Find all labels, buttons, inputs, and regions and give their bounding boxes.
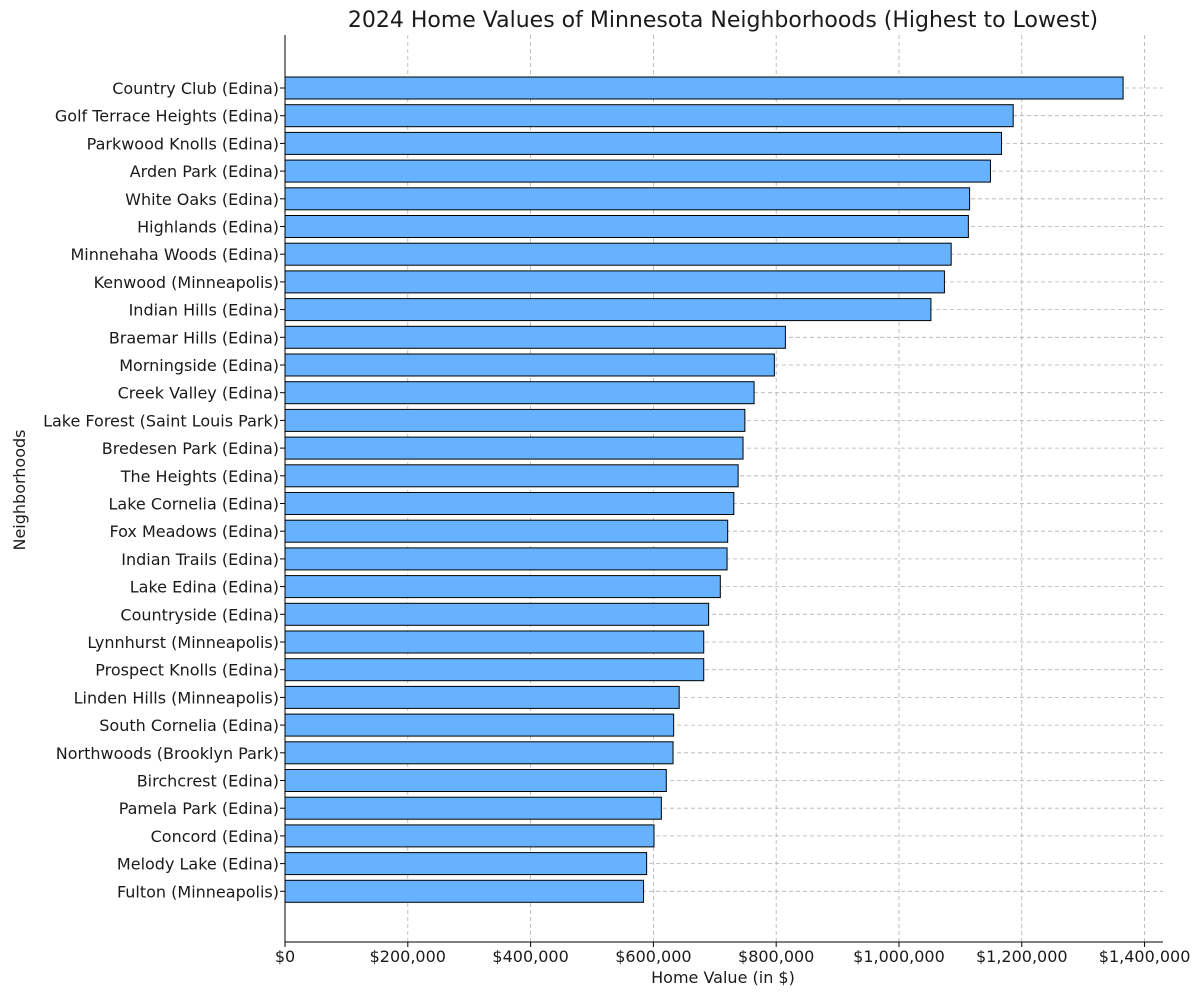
- y-tick-label: The Heights (Edina): [120, 467, 279, 486]
- bar: [284, 796, 662, 820]
- bar: [284, 519, 729, 543]
- x-tick-labels: $0 $200,000 $400,000 $600,000 $800,000 $1,000…: [275, 947, 1191, 966]
- bar: [284, 492, 735, 515]
- y-tick-label: Fox Meadows (Edina): [109, 522, 279, 541]
- axes: [280, 35, 1163, 947]
- bar: [284, 769, 667, 792]
- y-tick-label: Birchcrest (Edina): [137, 772, 279, 791]
- y-tick-label: Indian Hills (Edina): [129, 301, 279, 320]
- bar: [284, 741, 674, 765]
- x-tick-label: $1,200,000: [976, 947, 1068, 966]
- bar: [284, 270, 945, 294]
- bar: [284, 353, 775, 377]
- y-tick-label: Highlands (Edina): [137, 218, 279, 237]
- bar: [284, 852, 648, 876]
- y-tick-label: Braemar Hills (Edina): [109, 328, 279, 347]
- y-tick-label: Concord (Edina): [151, 827, 279, 846]
- y-tick-label: South Cornelia (Edina): [99, 716, 279, 735]
- bar: [284, 159, 991, 183]
- x-tick-label: $400,000: [492, 947, 568, 966]
- bar: [284, 464, 739, 488]
- bar: [284, 325, 786, 349]
- y-tick-label: Countryside (Edina): [120, 605, 279, 624]
- bar: [284, 381, 755, 405]
- x-tick-label: $0: [275, 947, 295, 966]
- y-tick-label: Morningside (Edina): [119, 356, 279, 375]
- y-tick-labels: Country Club (Edina) Golf Terrace Heights…: [43, 79, 279, 901]
- y-tick-label: Country Club (Edina): [112, 79, 279, 98]
- y-tick-label: Creek Valley (Edina): [118, 384, 279, 403]
- y-tick-label: Indian Trails (Edina): [121, 550, 279, 569]
- bar: [284, 215, 969, 238]
- bar: [284, 602, 710, 626]
- y-tick-label: Parkwood Knolls (Edina): [87, 134, 279, 153]
- y-tick-label: White Oaks (Edina): [125, 190, 279, 209]
- y-tick-label: Prospect Knolls (Edina): [95, 661, 279, 680]
- bars: [284, 76, 1124, 903]
- bar: [284, 713, 675, 737]
- bar: [284, 298, 932, 322]
- bar: [284, 436, 744, 460]
- bar: [284, 408, 746, 432]
- bar: [284, 547, 728, 571]
- x-tick-label: $800,000: [738, 947, 814, 966]
- y-tick-label: Arden Park (Edina): [130, 162, 279, 181]
- y-tick-label: Pamela Park (Edina): [119, 799, 279, 818]
- x-axis-label: Home Value (in $): [651, 968, 795, 987]
- bar: [284, 575, 721, 599]
- bar: [284, 658, 705, 682]
- grid-lines: [285, 35, 1163, 942]
- y-tick-label: Bredesen Park (Edina): [102, 439, 279, 458]
- y-tick-label: Lake Cornelia (Edina): [108, 495, 279, 514]
- y-tick-label: Lake Forest (Saint Louis Park): [43, 411, 279, 430]
- bar: [284, 242, 952, 266]
- y-tick-label: Minnehaha Woods (Edina): [70, 245, 279, 264]
- bar: [284, 187, 971, 211]
- y-axis-label: Neighborhoods: [10, 429, 29, 550]
- bar: [284, 104, 1014, 128]
- bar: [284, 131, 1003, 155]
- y-tick-label: Northwoods (Brooklyn Park): [56, 744, 279, 763]
- y-tick-label: Kenwood (Minneapolis): [94, 273, 279, 292]
- bar: [284, 630, 705, 654]
- y-tick-label: Linden Hills (Minneapolis): [74, 688, 279, 707]
- y-tick-label: Golf Terrace Heights (Edina): [55, 107, 279, 126]
- chart-title: 2024 Home Values of Minnesota Neighborho…: [348, 8, 1098, 33]
- y-tick-label: Melody Lake (Edina): [117, 855, 279, 874]
- y-tick-label: Lake Edina (Edina): [130, 578, 279, 597]
- bar: [284, 824, 655, 848]
- y-tick-label: Lynnhurst (Minneapolis): [87, 633, 279, 652]
- bar: [284, 685, 680, 709]
- x-tick-label: $600,000: [615, 947, 691, 966]
- bar: [284, 76, 1124, 100]
- y-tick-label: Fulton (Minneapolis): [117, 882, 279, 901]
- bar: [284, 879, 645, 903]
- x-tick-label: $1,000,000: [853, 947, 945, 966]
- x-tick-label: $200,000: [370, 947, 446, 966]
- x-tick-label: $1,400,000: [1099, 947, 1191, 966]
